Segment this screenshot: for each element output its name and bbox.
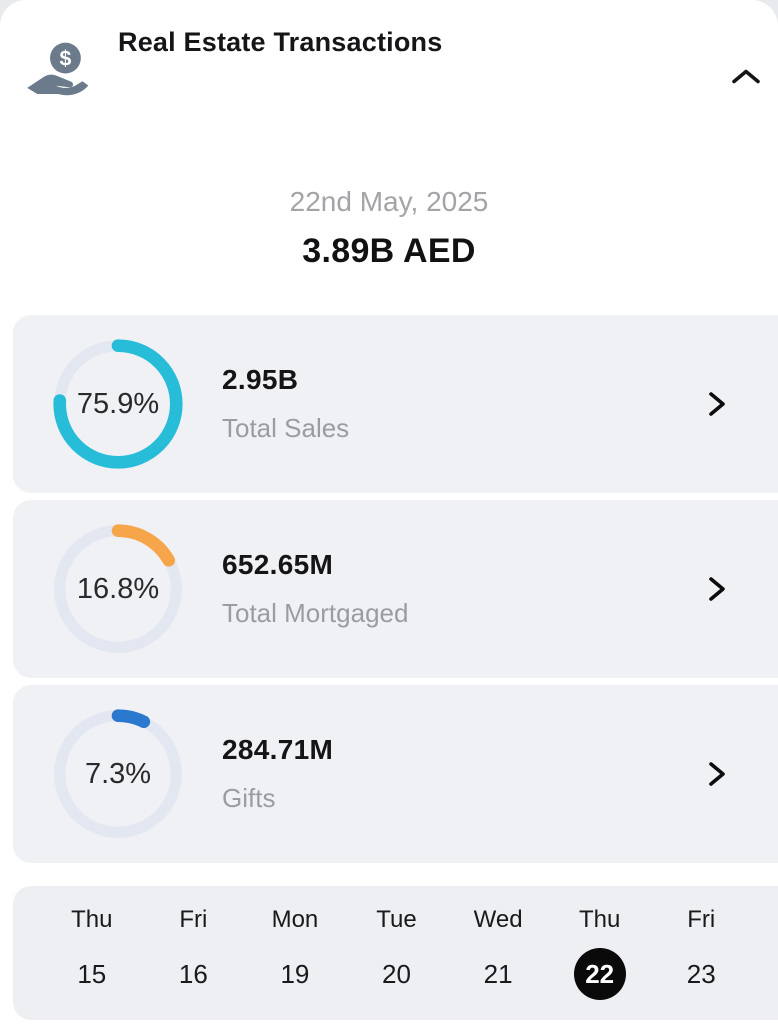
- card-value: 652.65M: [222, 549, 334, 580]
- collapse-button[interactable]: [724, 58, 768, 98]
- card-gifts[interactable]: 7.3% 284.71M Gifts: [13, 685, 778, 863]
- day-number: 22: [573, 948, 626, 1000]
- summary-date: 22nd May, 2025: [289, 186, 489, 217]
- daily-summary: 22nd May, 2025 3.89B AED: [0, 186, 778, 271]
- card-label: Gifts: [222, 783, 276, 813]
- date-picker: Thu 15 Fri 16 Mon 19 Tue 20 Wed 21 Thu 2…: [13, 886, 778, 1020]
- card-label: Total Sales: [222, 413, 350, 443]
- day-number: 15: [77, 959, 107, 989]
- day-number: 20: [382, 959, 411, 989]
- day-item-20[interactable]: Tue 20: [346, 906, 448, 1000]
- day-item-15[interactable]: Thu 15: [41, 906, 143, 1000]
- donut-total-sales: 75.9%: [50, 336, 186, 472]
- day-name: Tue: [376, 906, 417, 933]
- day-number: 23: [686, 959, 716, 989]
- chevron-up-icon: [729, 67, 763, 90]
- day-item-23[interactable]: Fri 23: [650, 906, 752, 1000]
- widget-header: $ Real Estate Transactions: [0, 0, 778, 130]
- page-title: Real Estate Transactions: [118, 27, 443, 57]
- card-total-sales[interactable]: 75.9% 2.95B Total Sales: [13, 315, 778, 493]
- day-item-22[interactable]: Thu 22: [549, 906, 651, 1000]
- day-name: Fri: [687, 906, 716, 933]
- day-number: 16: [178, 959, 208, 989]
- day-item-19[interactable]: Mon 19: [244, 906, 346, 1000]
- percent-label: 16.8%: [76, 572, 160, 605]
- day-name: Mon: [271, 906, 319, 933]
- card-total-mortgaged[interactable]: 16.8% 652.65M Total Mortgaged: [13, 500, 778, 678]
- chevron-right-icon[interactable]: [703, 388, 731, 420]
- day-name: Thu: [71, 906, 113, 933]
- donut-total-mortgaged: 16.8%: [50, 521, 186, 657]
- day-name: Wed: [473, 906, 523, 933]
- summary-total-value: 3.89B AED: [302, 232, 476, 270]
- chevron-right-icon[interactable]: [703, 573, 731, 605]
- day-name: Thu: [579, 906, 621, 933]
- percent-label: 75.9%: [76, 387, 160, 420]
- day-number: 21: [483, 959, 513, 989]
- money-hand-icon: $: [24, 40, 92, 108]
- donut-gifts: 7.3%: [50, 706, 186, 842]
- day-item-21[interactable]: Wed 21: [447, 906, 549, 1000]
- day-item-16[interactable]: Fri 16: [143, 906, 245, 1000]
- card-value: 2.95B: [222, 364, 299, 395]
- percent-label: 7.3%: [84, 757, 152, 790]
- day-name: Fri: [179, 906, 208, 933]
- card-label: Total Mortgaged: [222, 598, 409, 628]
- svg-text:$: $: [60, 47, 72, 71]
- transaction-cards: 75.9% 2.95B Total Sales 16.8% 65: [0, 315, 778, 863]
- card-value: 284.71M: [222, 734, 334, 765]
- chevron-right-icon[interactable]: [703, 758, 731, 790]
- day-number: 19: [280, 959, 310, 989]
